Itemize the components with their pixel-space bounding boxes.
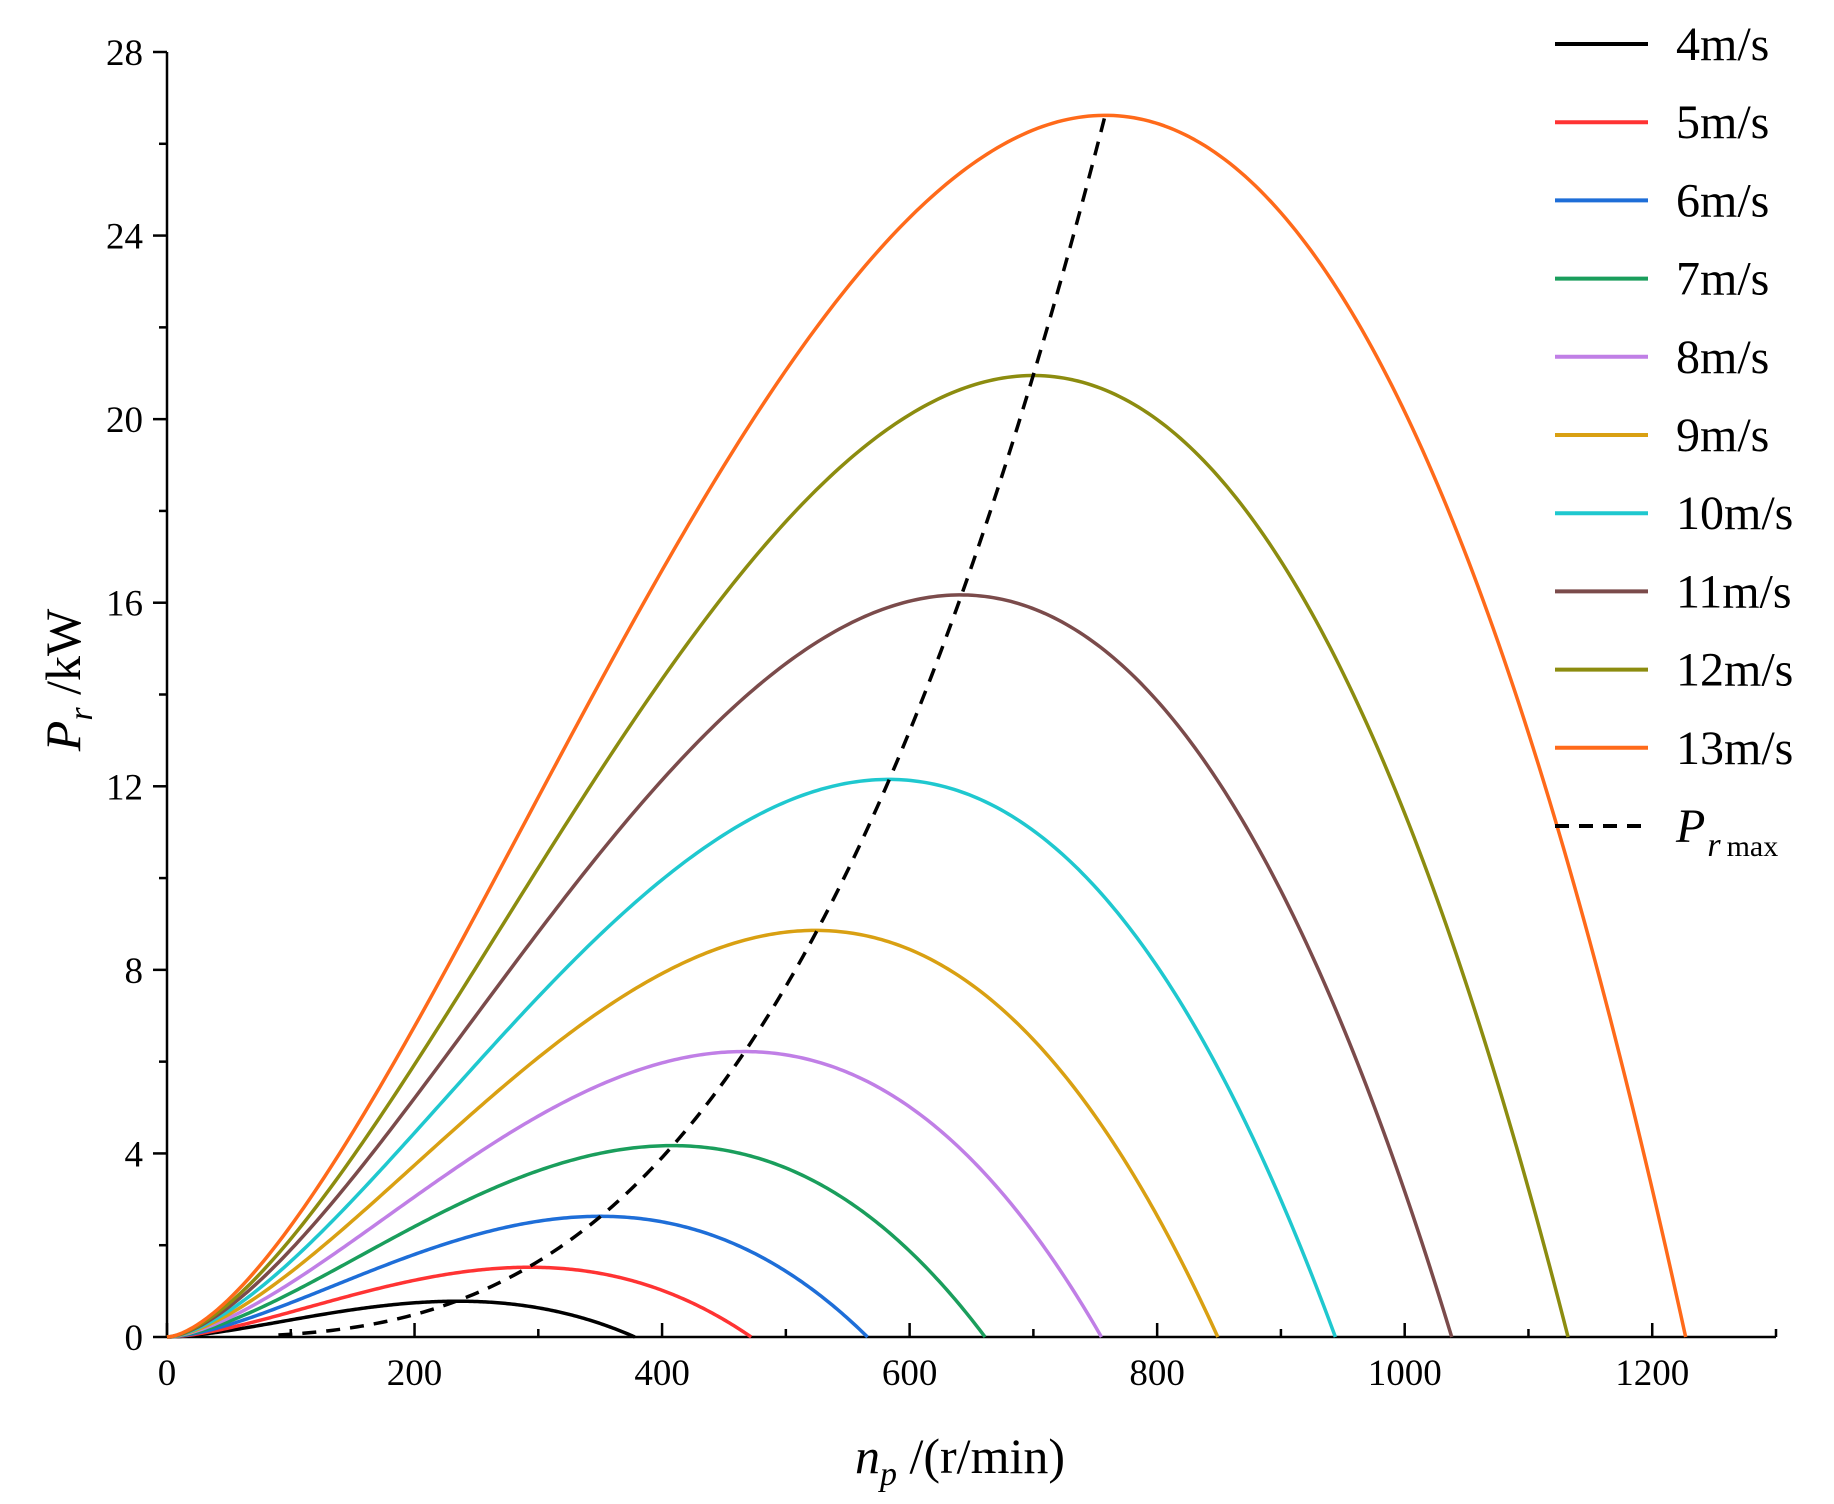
series-line-4m/s <box>166 1299 636 1339</box>
x-tick-label: 800 <box>1129 1353 1185 1394</box>
y-tick-label: 28 <box>106 33 143 74</box>
y-tick-label: 24 <box>106 217 143 258</box>
x-axis-title: np /(r/min) <box>855 1428 1065 1493</box>
series-line-8m/s <box>166 1049 1103 1339</box>
legend: 4m/s 5m/s 6m/s 7m/s 8m/s 9m/s 10m/s 11m/s 12m/s 1… <box>1555 18 1793 864</box>
y-tick-label: 8 <box>125 951 144 992</box>
y-tick-label: 20 <box>106 400 143 441</box>
legend-label: Pr max <box>1675 800 1778 864</box>
y-tick-label: 0 <box>125 1318 144 1359</box>
y-axis-title: Pr /kW <box>35 608 100 752</box>
legend-label: 6m/s <box>1676 174 1769 227</box>
series-line-5m/s <box>166 1265 753 1339</box>
axes-layer: 0 200 400 600 800 1000 1200 0 4 8 12 16 20 24 28 <box>106 33 1778 1394</box>
y-tick-label: 4 <box>125 1134 144 1175</box>
series-layer <box>166 113 1688 1339</box>
series-line-13m/s <box>166 113 1688 1339</box>
series-line-9m/s <box>166 928 1220 1339</box>
legend-label: 10m/s <box>1676 487 1793 540</box>
x-tick-label: 1200 <box>1615 1353 1689 1394</box>
x-tick-label: 200 <box>387 1353 443 1394</box>
legend-label: 4m/s <box>1676 18 1769 71</box>
x-tick-label: 0 <box>158 1353 177 1394</box>
legend-label: 5m/s <box>1676 96 1769 149</box>
x-tick-label: 600 <box>882 1353 938 1394</box>
series-line-11m/s <box>166 593 1454 1339</box>
series-line-6m/s <box>166 1214 869 1339</box>
legend-label: 8m/s <box>1676 331 1769 384</box>
series-line-10m/s <box>166 777 1338 1339</box>
series-line-prmax <box>278 114 1107 1337</box>
legend-label: 12m/s <box>1676 644 1793 697</box>
legend-label: 13m/s <box>1676 722 1793 775</box>
legend-label: 9m/s <box>1676 409 1769 462</box>
x-tick-label: 400 <box>634 1353 690 1394</box>
legend-label: 7m/s <box>1676 253 1769 306</box>
legend-label: 11m/s <box>1676 565 1792 618</box>
series-line-7m/s <box>166 1143 987 1339</box>
y-tick-label: 12 <box>106 767 143 808</box>
y-tick-label: 16 <box>106 584 143 625</box>
series-line-12m/s <box>166 373 1570 1339</box>
x-tick-label: 1000 <box>1368 1353 1442 1394</box>
